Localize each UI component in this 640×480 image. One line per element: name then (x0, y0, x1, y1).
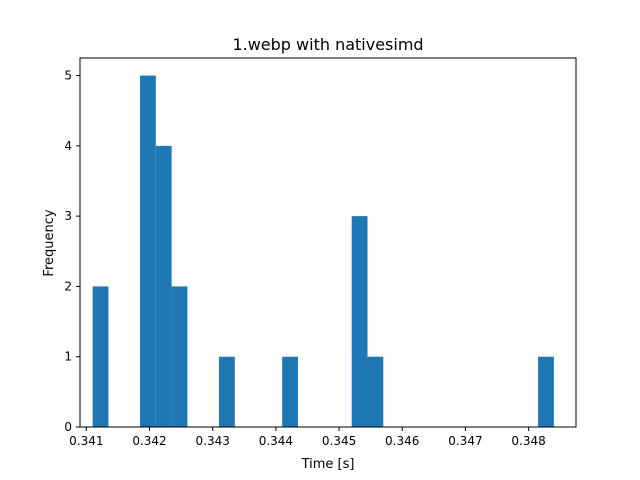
x-tick-label-2: 0.343 (196, 434, 230, 448)
histogram-bar-3 (155, 145, 172, 427)
x-tick-label-1: 0.342 (132, 434, 166, 448)
y-tick-label-3: 3 (64, 209, 72, 223)
y-tick-label-4: 4 (64, 139, 72, 153)
x-tick-label-7: 0.348 (511, 434, 545, 448)
y-axis-label: Frequency (42, 209, 57, 276)
histogram-bar-0 (92, 286, 109, 427)
histogram-bar-6 (282, 356, 298, 427)
y-axis-ticks: 0 1 2 3 4 5 (64, 69, 80, 434)
x-axis-label: Time [s] (301, 457, 355, 472)
histogram-bar-4 (171, 286, 188, 427)
histogram-bar-8 (367, 356, 384, 427)
x-tick-label-3: 0.344 (259, 434, 293, 448)
x-axis-ticks: 0.341 0.342 0.343 0.344 0.345 0.346 0.347 0.348 (69, 427, 546, 448)
histogram-bar-7 (351, 216, 368, 427)
histogram-bar-9 (538, 356, 554, 427)
x-tick-label-6: 0.347 (448, 434, 482, 448)
chart-title: 1.webp with nativesimd (232, 35, 423, 54)
histogram-bar-2 (140, 75, 156, 428)
y-tick-label-1: 1 (64, 350, 72, 364)
y-tick-label-0: 0 (64, 420, 72, 434)
histogram-bar-5 (219, 356, 235, 427)
y-tick-label-2: 2 (64, 279, 72, 293)
y-tick-label-5: 5 (64, 69, 72, 83)
plot-frame (79, 57, 577, 428)
x-tick-label-4: 0.345 (322, 434, 356, 448)
bars-group (92, 75, 554, 428)
x-tick-label-0: 0.341 (69, 434, 103, 448)
x-tick-label-5: 0.346 (385, 434, 419, 448)
